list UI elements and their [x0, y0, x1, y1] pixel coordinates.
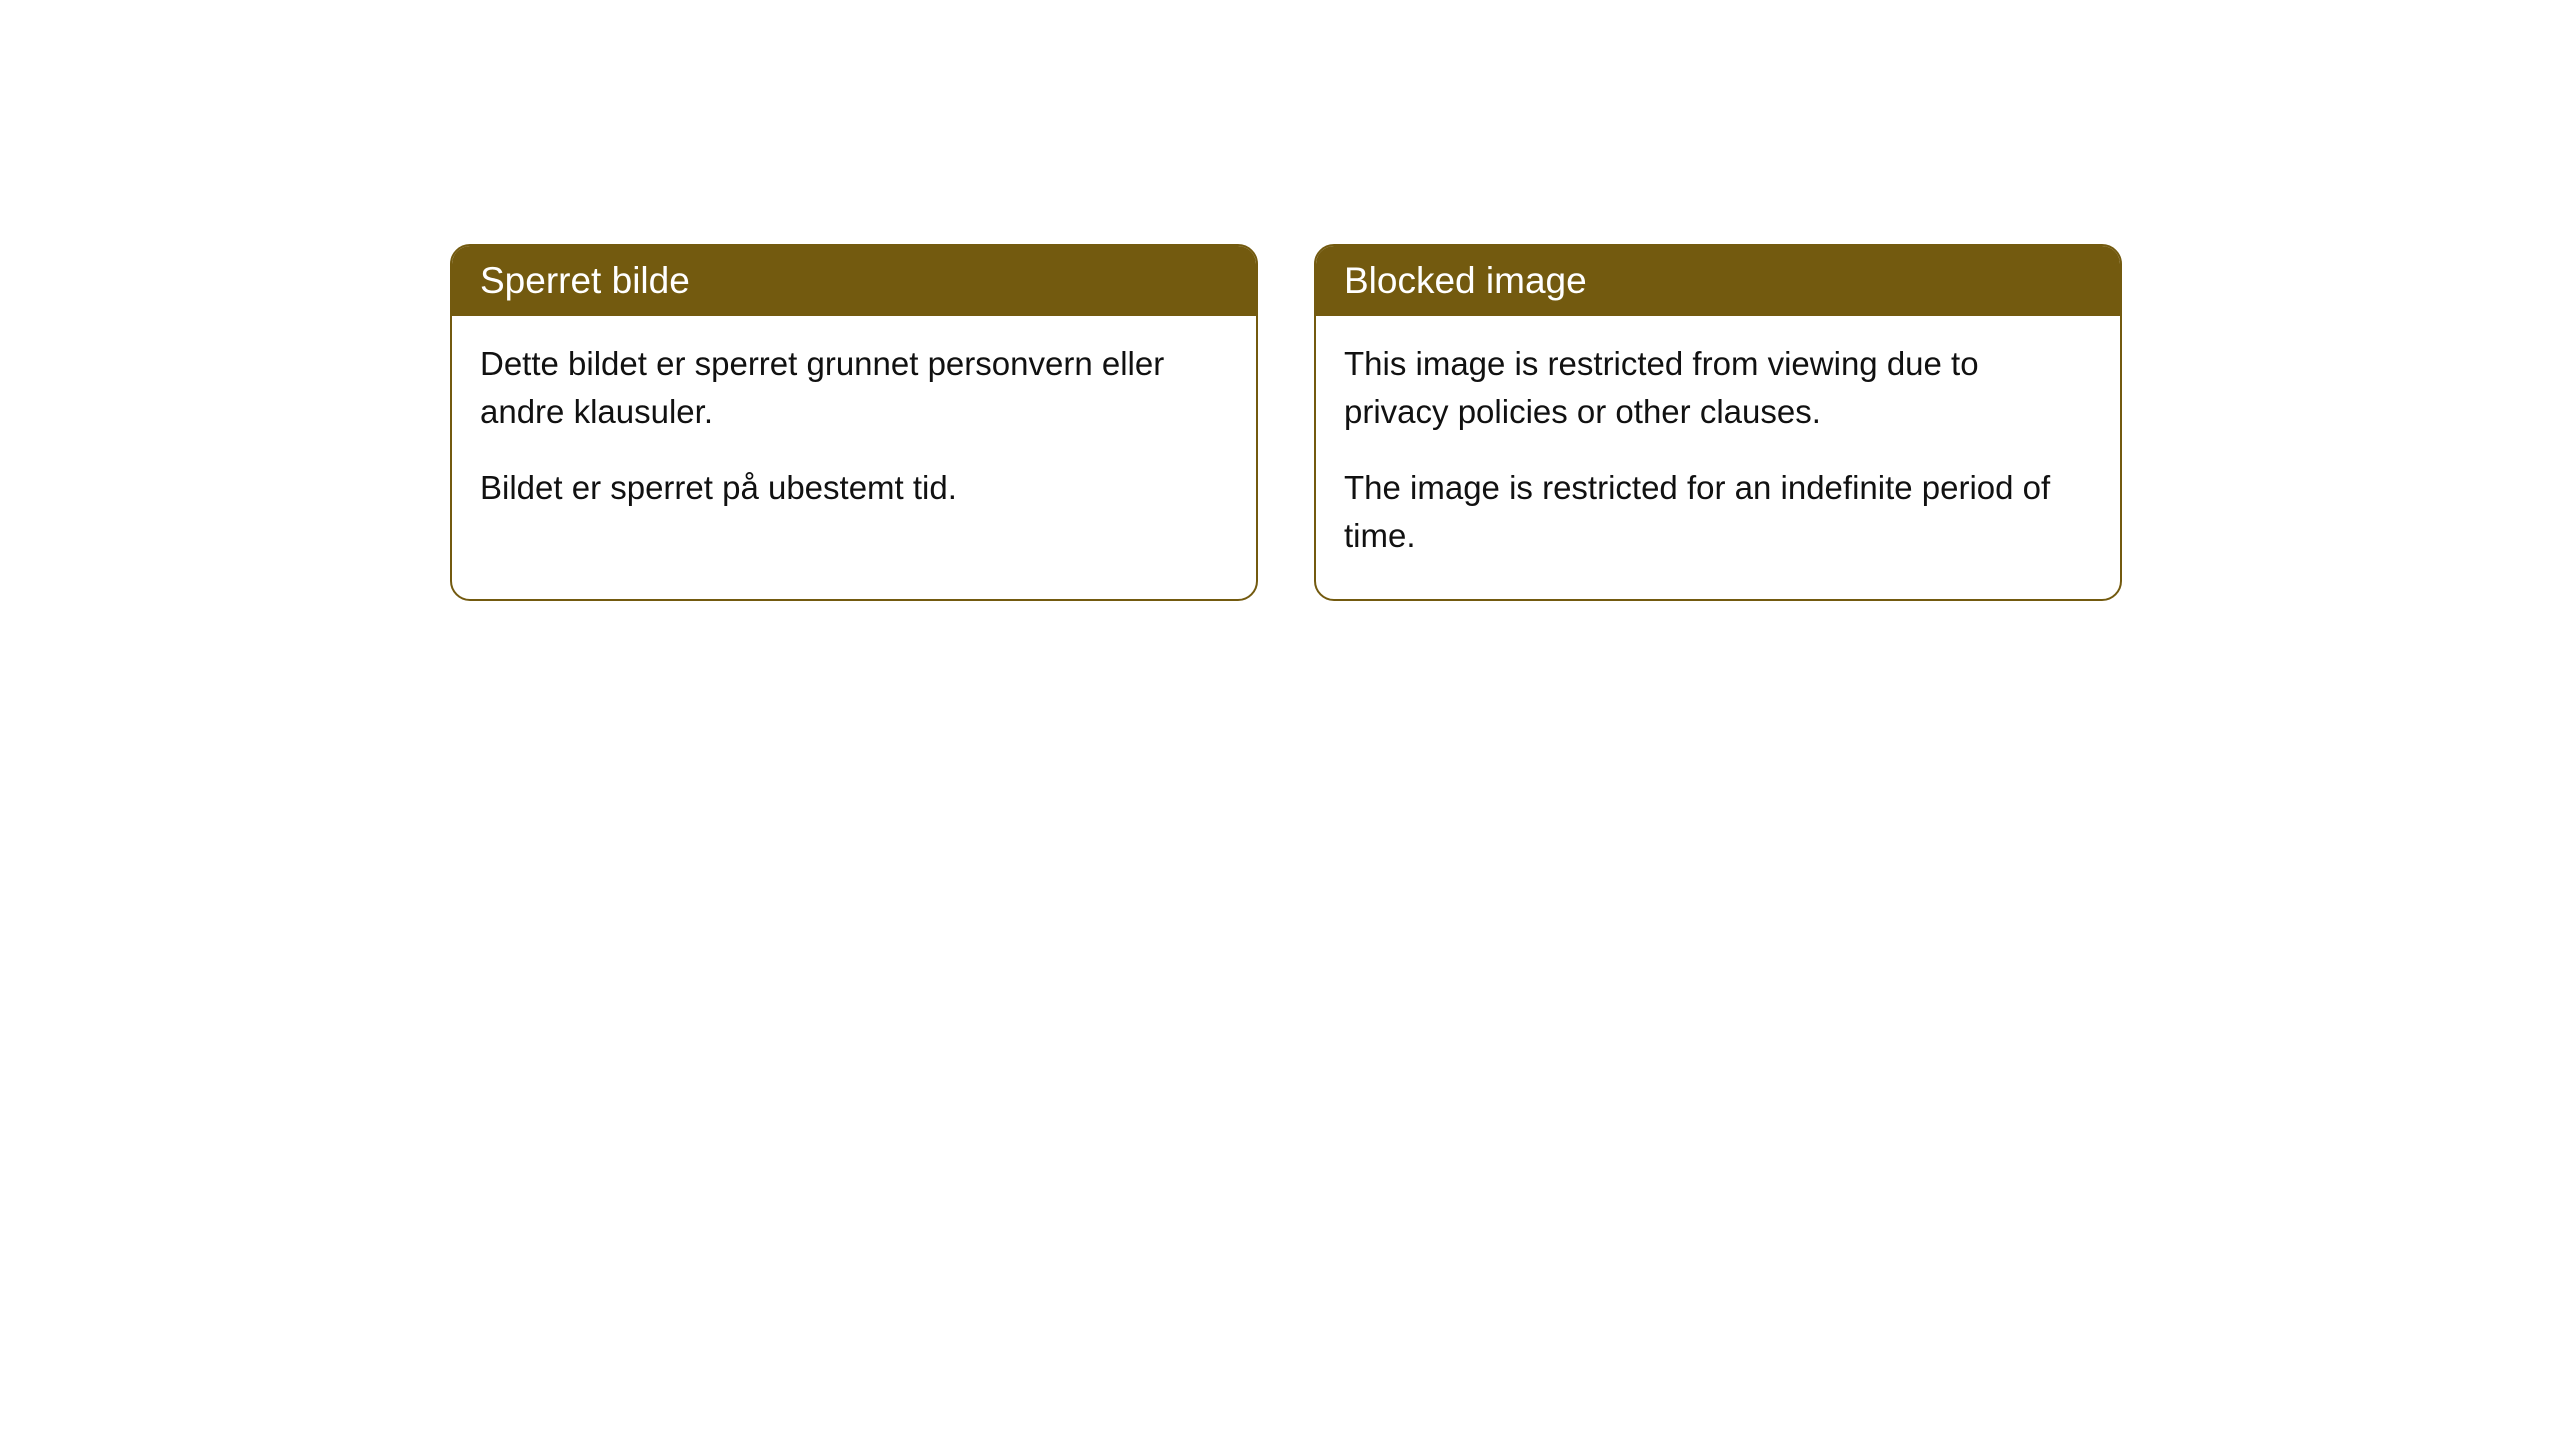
card-paragraph: This image is restricted from viewing du… [1344, 340, 2092, 436]
notice-card-english: Blocked image This image is restricted f… [1314, 244, 2122, 601]
card-body-norwegian: Dette bildet er sperret grunnet personve… [452, 316, 1256, 552]
card-title-norwegian: Sperret bilde [480, 260, 690, 301]
card-header-english: Blocked image [1316, 246, 2120, 316]
notice-cards-container: Sperret bilde Dette bildet er sperret gr… [450, 244, 2122, 601]
card-title-english: Blocked image [1344, 260, 1587, 301]
notice-card-norwegian: Sperret bilde Dette bildet er sperret gr… [450, 244, 1258, 601]
card-paragraph: The image is restricted for an indefinit… [1344, 464, 2092, 560]
card-body-english: This image is restricted from viewing du… [1316, 316, 2120, 599]
card-paragraph: Bildet er sperret på ubestemt tid. [480, 464, 1228, 512]
card-header-norwegian: Sperret bilde [452, 246, 1256, 316]
card-paragraph: Dette bildet er sperret grunnet personve… [480, 340, 1228, 436]
